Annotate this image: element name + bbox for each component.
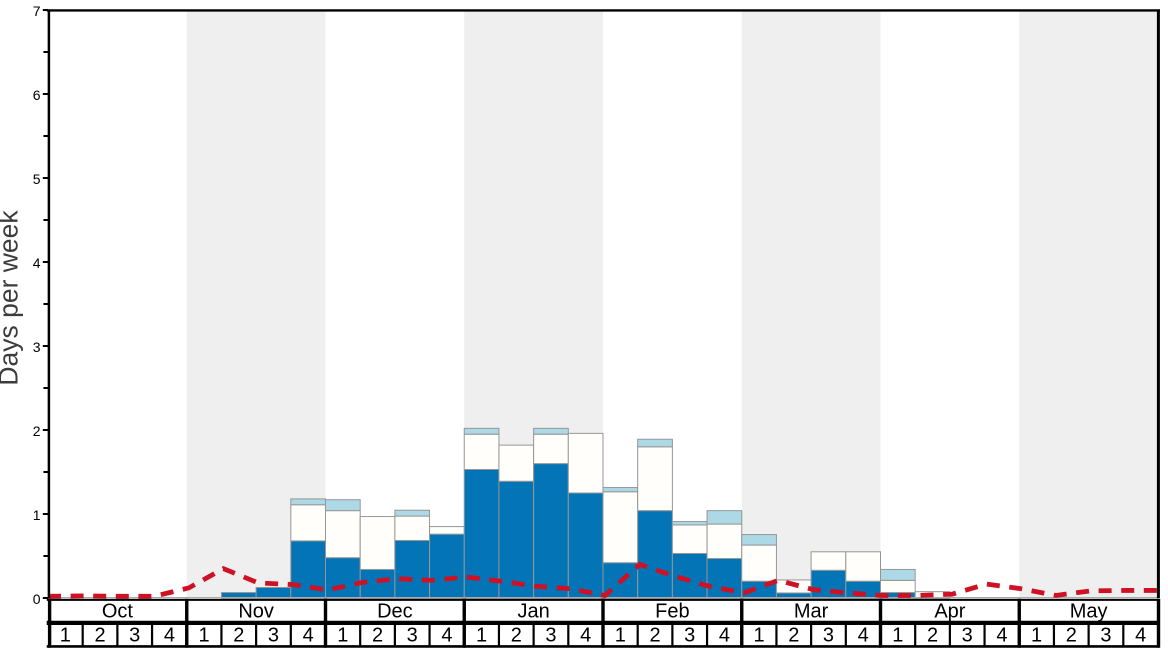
svg-text:6: 6 [33, 87, 41, 103]
svg-text:4: 4 [441, 625, 452, 647]
svg-text:1: 1 [33, 507, 41, 523]
svg-text:1: 1 [60, 625, 71, 647]
svg-text:4: 4 [996, 625, 1007, 647]
svg-text:2: 2 [788, 625, 799, 647]
svg-text:May: May [1070, 601, 1108, 623]
svg-text:4: 4 [33, 255, 41, 271]
svg-text:3: 3 [684, 625, 695, 647]
svg-text:Oct: Oct [102, 601, 134, 623]
svg-text:1: 1 [1031, 625, 1042, 647]
svg-text:Feb: Feb [655, 601, 689, 623]
svg-text:2: 2 [1066, 625, 1077, 647]
svg-text:Days per week: Days per week [0, 210, 24, 386]
svg-text:2: 2 [649, 625, 660, 647]
svg-text:Mar: Mar [794, 601, 829, 623]
svg-text:5: 5 [33, 171, 41, 187]
svg-text:2: 2 [94, 625, 105, 647]
svg-text:2: 2 [927, 625, 938, 647]
svg-text:7: 7 [33, 3, 41, 19]
svg-text:1: 1 [615, 625, 626, 647]
svg-text:3: 3 [962, 625, 973, 647]
svg-text:2: 2 [372, 625, 383, 647]
svg-text:2: 2 [511, 625, 522, 647]
svg-text:1: 1 [892, 625, 903, 647]
svg-text:2: 2 [33, 423, 41, 439]
svg-text:3: 3 [33, 339, 41, 355]
svg-text:4: 4 [1135, 625, 1146, 647]
svg-text:3: 3 [268, 625, 279, 647]
svg-text:Jan: Jan [517, 601, 549, 623]
svg-text:3: 3 [129, 625, 140, 647]
svg-text:4: 4 [164, 625, 175, 647]
svg-text:1: 1 [199, 625, 210, 647]
svg-text:2: 2 [233, 625, 244, 647]
svg-text:3: 3 [407, 625, 418, 647]
svg-text:Nov: Nov [238, 601, 274, 623]
svg-text:4: 4 [858, 625, 869, 647]
svg-text:4: 4 [580, 625, 591, 647]
svg-text:4: 4 [719, 625, 730, 647]
svg-text:3: 3 [823, 625, 834, 647]
svg-text:Apr: Apr [934, 601, 965, 623]
svg-text:1: 1 [476, 625, 487, 647]
svg-text:4: 4 [303, 625, 314, 647]
svg-text:Dec: Dec [377, 601, 413, 623]
svg-text:1: 1 [754, 625, 765, 647]
svg-text:3: 3 [545, 625, 556, 647]
svg-text:0: 0 [33, 591, 41, 607]
svg-text:1: 1 [337, 625, 348, 647]
svg-text:3: 3 [1100, 625, 1111, 647]
